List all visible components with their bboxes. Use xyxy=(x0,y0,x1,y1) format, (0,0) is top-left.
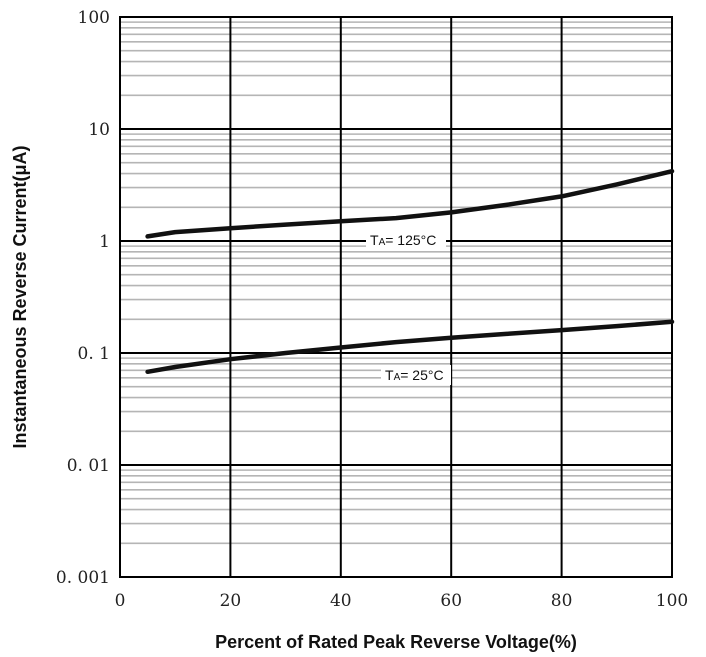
series-label-rest: = 25°C xyxy=(400,367,443,383)
series-label-ta-125c: TA= 125°C xyxy=(370,232,436,248)
y-tick-label: 0. 1 xyxy=(78,344,110,364)
series-label-rest: = 125°C xyxy=(385,232,436,248)
y-tick-label: 10 xyxy=(88,120,110,140)
series-line-ta-25c xyxy=(145,319,675,375)
plot-frame xyxy=(119,16,673,578)
x-tick-label: 40 xyxy=(330,591,352,611)
series-label-layer: TA= 125°CTA= 25°C xyxy=(366,230,451,385)
x-tick-labels: 0 20 40 60 80 100 xyxy=(115,591,689,611)
series-label-subscript: A xyxy=(394,372,401,383)
y-axis-title: Instantaneous Reverse Current(μA) xyxy=(10,145,30,448)
series-label-main: T xyxy=(370,232,379,248)
x-tick-label: 60 xyxy=(440,591,462,611)
major-grid xyxy=(120,17,672,577)
series-label-ta-25c: TA= 25°C xyxy=(385,367,444,383)
y-tick-label: 0. 01 xyxy=(67,456,110,476)
series-label-subscript: A xyxy=(379,237,386,248)
y-tick-label: 0. 001 xyxy=(56,568,110,588)
series-layer xyxy=(145,168,675,375)
x-tick-label: 80 xyxy=(551,591,573,611)
series-label-background xyxy=(366,230,446,250)
series-label-main: T xyxy=(385,367,394,383)
x-axis-title: Percent of Rated Peak Reverse Voltage(%) xyxy=(215,632,577,652)
y-tick-label: 100 xyxy=(78,8,110,28)
x-tick-label: 20 xyxy=(220,591,242,611)
x-tick-label: 100 xyxy=(656,591,688,611)
y-tick-label: 1 xyxy=(99,232,110,252)
x-tick-label: 0 xyxy=(115,591,126,611)
series-line-ta-125c xyxy=(145,168,675,239)
series-label-background xyxy=(381,365,451,385)
y-tick-labels: 100 10 1 0. 1 0. 01 0. 001 xyxy=(56,8,110,588)
